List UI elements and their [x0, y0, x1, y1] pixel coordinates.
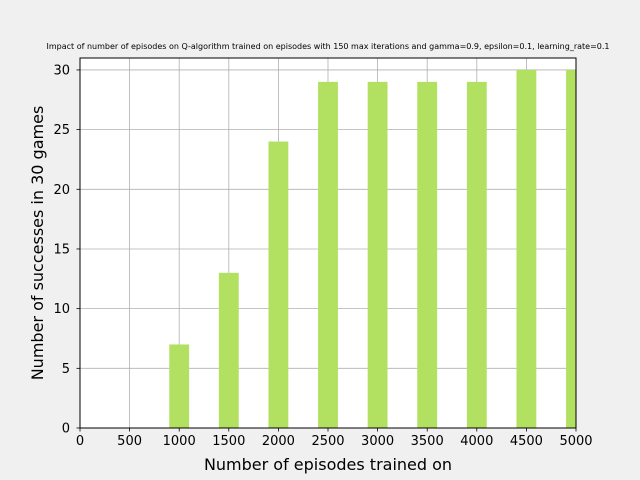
- chart-title: Impact of number of episodes on Q-algori…: [47, 42, 610, 51]
- bar-2500: [318, 81, 338, 428]
- bar-1500: [218, 272, 239, 428]
- x-tick-label: 3000: [361, 434, 394, 449]
- x-tick-label: 5000: [559, 434, 592, 449]
- bar-1000: [169, 344, 190, 428]
- x-tick-label: 4500: [510, 434, 543, 449]
- bar-4000: [466, 81, 487, 428]
- x-tick-label: 0: [76, 434, 84, 449]
- y-axis-ticks: 0 5 10 15 20 25 30: [53, 63, 80, 437]
- x-tick-label: 2500: [311, 434, 344, 449]
- y-tick-label: 0: [62, 422, 70, 437]
- y-tick-label: 15: [53, 242, 70, 257]
- x-axis-ticks: 0 500 1000 1500 2000 2500 3000 3500 4000 4500 5000: [76, 428, 593, 449]
- y-tick-label: 20: [53, 183, 70, 198]
- bar-3500: [417, 81, 438, 428]
- x-tick-label: 3500: [411, 434, 444, 449]
- bar-5000: [566, 69, 576, 428]
- bar-4500: [516, 69, 537, 428]
- x-tick-label: 1000: [163, 434, 196, 449]
- y-axis-label: Number of successes in 30 games: [28, 106, 47, 381]
- y-tick-label: 25: [53, 123, 70, 138]
- x-tick-label: 4000: [460, 434, 493, 449]
- x-tick-label: 500: [117, 434, 142, 449]
- bars: [169, 69, 576, 428]
- y-tick-label: 5: [62, 362, 70, 377]
- x-axis-label: Number of episodes trained on: [204, 455, 452, 474]
- x-tick-label: 1500: [212, 434, 245, 449]
- bar-2000: [268, 141, 289, 428]
- plot-frame: [79, 57, 577, 429]
- bar-3000: [367, 81, 388, 428]
- y-tick-label: 10: [53, 302, 70, 317]
- x-tick-label: 2000: [262, 434, 295, 449]
- y-tick-label: 30: [53, 63, 70, 78]
